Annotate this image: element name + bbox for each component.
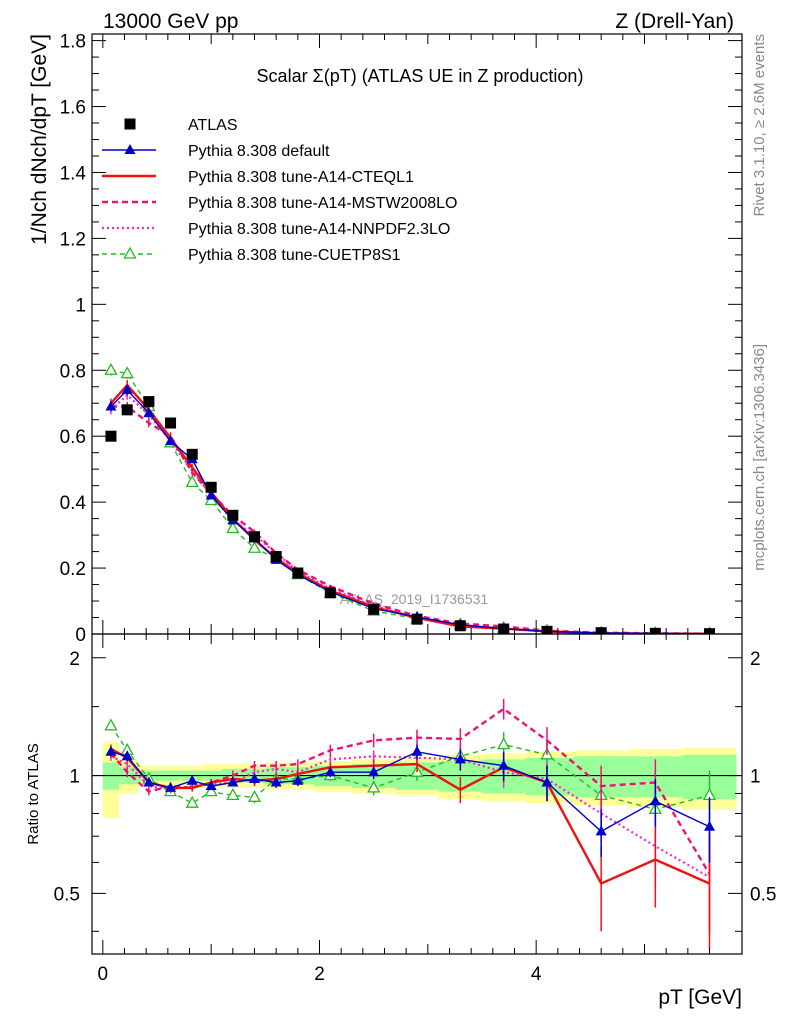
legend-label-cuetp8s1: Pythia 8.308 tune-CUETP8S1	[188, 247, 401, 264]
ratio-point-cuetp8s1	[497, 737, 511, 750]
y-tick-label: 0.8	[60, 361, 86, 382]
y-tick-label: 0	[75, 625, 86, 646]
x-tick-label: 4	[531, 964, 542, 985]
data-point-atlas	[205, 481, 217, 493]
ratio-point-default	[498, 759, 510, 770]
data-point-atlas	[649, 627, 661, 634]
ratio-y-tick-label: 0.5	[54, 884, 80, 905]
legend-marker-atlas	[124, 118, 136, 130]
data-point-atlas	[143, 396, 155, 408]
y-tick-label: 1	[75, 295, 86, 316]
y-tick-label: 0.2	[60, 559, 86, 580]
ratio-y-tick-label-right: 0.5	[750, 884, 776, 905]
legend-label-default: Pythia 8.308 default	[188, 143, 330, 160]
header-left: 13000 GeV pp	[103, 10, 238, 33]
ratio-point-default	[595, 825, 607, 836]
top-point-default	[165, 435, 177, 446]
bottom-ylabel: Ratio to ATLAS	[25, 743, 42, 844]
legend-marker-cuetp8s1	[123, 246, 137, 259]
top-point-cuetp8s1	[104, 362, 118, 375]
top-point-default	[105, 400, 117, 411]
ratio-panel-series	[104, 698, 717, 950]
legend-label-mstw: Pythia 8.308 tune-A14-MSTW2008LO	[188, 195, 457, 212]
top-point-cuetp8s1	[247, 540, 262, 553]
ratio-point-default	[454, 753, 466, 764]
ratio-point-cuetp8s1	[185, 795, 199, 808]
top-point-cuetp8s1	[120, 366, 134, 379]
data-point-atlas	[121, 404, 133, 416]
data-point-atlas	[541, 625, 553, 634]
ratio-point-default	[165, 781, 177, 792]
chart-title: Scalar Σ(pT) (ATLAS UE in Z production)	[257, 66, 584, 86]
ratio-point-default	[368, 766, 380, 777]
legend-label-atlas: ATLAS	[188, 117, 238, 134]
ratio-point-default	[249, 772, 260, 783]
y-tick-label: 1.2	[60, 229, 86, 250]
ratio-y-tick-label: 1	[69, 767, 80, 788]
data-point-atlas	[292, 567, 304, 579]
ratio-point-default	[186, 774, 198, 785]
legend-label-cteql1: Pythia 8.308 tune-A14-CTEQL1	[188, 169, 414, 186]
ratio-point-default	[649, 795, 661, 806]
data-point-atlas	[411, 613, 423, 625]
top-point-default	[121, 384, 133, 395]
rivet-label: Rivet 3.1.10, ≥ 2.6M events	[751, 34, 768, 217]
legend: ATLAS Pythia 8.308 default Pythia 8.308 tu…	[102, 117, 457, 264]
ratio-point-default	[227, 776, 239, 787]
y-tick-label: 1.6	[60, 98, 86, 119]
axes: 0 0.2 0.4 0.6 0.8 1 1.2 1.4 1.6 1.8 0 2 4 0.5 0.5 1 1 2 2	[54, 32, 777, 985]
x-tick-label: 2	[314, 964, 325, 985]
ratio-point-cuetp8s1	[104, 718, 118, 731]
data-point-atlas	[324, 587, 336, 599]
legend-marker-default	[124, 144, 136, 154]
ratio-point-default	[292, 774, 304, 785]
ratio-point-cuetp8s1	[226, 788, 240, 801]
ratio-point-default	[324, 766, 336, 777]
top-point-cuetp8s1	[185, 475, 199, 488]
y-tick-label: 1.4	[60, 163, 87, 184]
ratio-point-default	[143, 776, 155, 787]
data-point-atlas	[227, 509, 239, 521]
ratio-y-tick-label-right: 2	[750, 649, 761, 670]
header-right: Z (Drell-Yan)	[615, 10, 734, 33]
analysis-watermark: ATLAS_2019_I1736531	[340, 591, 489, 607]
ratio-point-cuetp8s1	[247, 789, 262, 802]
mcplots-label: mcplots.cern.ch [arXiv:1306.3436]	[751, 344, 768, 571]
top-panel-series	[104, 362, 715, 634]
top-point-default	[205, 489, 217, 500]
data-point-atlas	[270, 551, 282, 563]
ratio-point-cuetp8s1	[204, 784, 218, 797]
ratio-point-default	[541, 776, 553, 787]
ratio-point-cuetp8s1	[367, 780, 381, 793]
ratio-point-default	[411, 745, 423, 756]
xlabel: pT [GeV]	[658, 986, 742, 1009]
top-point-default	[143, 407, 155, 418]
data-point-atlas	[186, 448, 198, 460]
ratio-point-default	[121, 750, 133, 761]
x-tick-label: 0	[98, 964, 109, 985]
y-tick-label: 1.8	[60, 32, 86, 53]
data-point-atlas	[368, 603, 380, 615]
data-point-atlas	[105, 430, 117, 442]
y-tick-label: 0.6	[60, 427, 86, 448]
top-ylabel: 1/Nch dNch/dpT [GeV]	[28, 34, 51, 245]
ratio-point-default	[704, 820, 715, 831]
ratio-point-default	[270, 776, 282, 787]
y-tick-label: 0.4	[60, 493, 87, 514]
top-point-cuetp8s1	[226, 521, 240, 534]
ratio-point-default	[205, 780, 217, 791]
ratio-point-default	[105, 745, 117, 756]
legend-label-nnpdf: Pythia 8.308 tune-A14-NNPDF2.3LO	[188, 221, 450, 238]
bottom-frame	[91, 633, 743, 955]
data-point-atlas	[454, 620, 466, 632]
data-point-atlas	[249, 531, 260, 543]
ratio-y-tick-label-right: 1	[750, 767, 761, 788]
data-point-atlas	[165, 417, 177, 429]
ratio-y-tick-label: 2	[69, 649, 80, 670]
data-point-atlas	[498, 623, 510, 634]
